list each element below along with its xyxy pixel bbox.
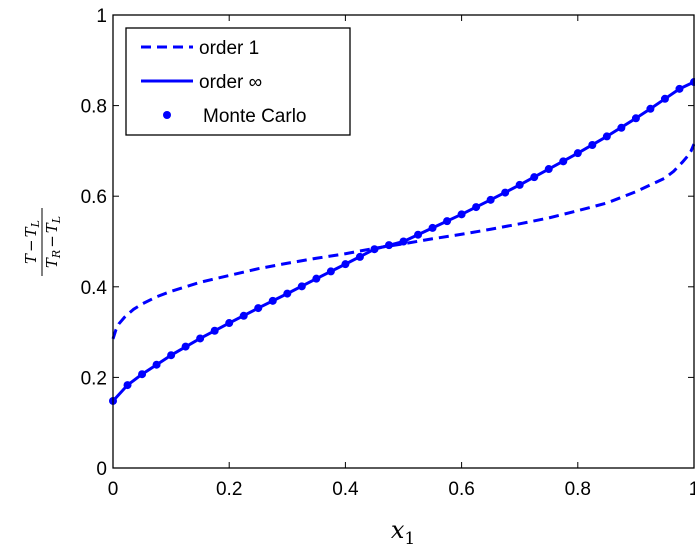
y-label-numerator: T−TL xyxy=(22,220,42,264)
series-point-monte-carlo xyxy=(646,104,655,113)
series-point-monte-carlo xyxy=(530,173,539,182)
series-point-monte-carlo xyxy=(210,326,219,335)
x-tick-label: 1 xyxy=(689,479,695,500)
legend-item-order-1: order 1 xyxy=(141,38,259,59)
series-point-monte-carlo xyxy=(283,289,292,298)
y-tick-label: 1 xyxy=(96,6,107,27)
y-tick-label: 0.2 xyxy=(81,368,107,389)
x-tick-label: 0.6 xyxy=(448,479,474,500)
series-point-monte-carlo xyxy=(472,203,481,212)
x-tick-label: 0.2 xyxy=(216,479,242,500)
series-point-monte-carlo xyxy=(355,252,364,261)
series-point-monte-carlo xyxy=(486,195,495,204)
series-point-monte-carlo xyxy=(268,296,277,305)
series-point-monte-carlo xyxy=(326,267,335,276)
series-point-monte-carlo xyxy=(457,210,466,219)
tick-layer: 0 0.2 0.4 0.6 0.8 1 0 0.2 0.4 0.6 0.8 1 xyxy=(81,6,695,500)
series-point-monte-carlo xyxy=(341,260,350,269)
series-point-monte-carlo xyxy=(414,230,423,239)
y-label-denominator: TR−TL xyxy=(43,216,63,268)
series-point-monte-carlo xyxy=(239,311,248,320)
series-point-monte-carlo xyxy=(675,84,684,93)
legend-label-order-inf: order ∞ xyxy=(199,72,262,93)
series-point-monte-carlo xyxy=(138,370,147,379)
series-point-monte-carlo xyxy=(617,123,626,132)
series-point-monte-carlo xyxy=(123,381,132,390)
series-point-monte-carlo xyxy=(428,223,437,232)
series-point-monte-carlo xyxy=(254,304,263,313)
legend: order 1 order ∞ Monte Carlo xyxy=(125,27,351,136)
series-point-monte-carlo xyxy=(167,351,176,360)
series-point-monte-carlo xyxy=(312,274,321,283)
legend-label-monte-carlo: Monte Carlo xyxy=(203,106,307,127)
x-tick-label: 0.4 xyxy=(332,479,359,500)
series-point-monte-carlo xyxy=(384,241,393,250)
series-point-monte-carlo xyxy=(181,342,190,351)
series-point-monte-carlo xyxy=(297,282,306,291)
series-point-monte-carlo xyxy=(631,114,640,123)
y-tick-label: 0.8 xyxy=(81,97,107,118)
series-layer xyxy=(109,78,695,405)
y-tick-label: 0.4 xyxy=(81,278,108,299)
x-tick-label: 0 xyxy=(108,479,119,500)
axes-box xyxy=(112,14,695,469)
series-point-monte-carlo xyxy=(443,217,452,226)
legend-item-monte-carlo: Monte Carlo xyxy=(163,106,307,127)
series-point-monte-carlo xyxy=(501,188,510,197)
y-tick-label: 0.6 xyxy=(81,187,107,208)
legend-label-order-1: order 1 xyxy=(199,38,259,59)
series-point-monte-carlo xyxy=(225,319,234,328)
y-axis-label: T−TL TR−TL xyxy=(22,208,63,276)
series-point-monte-carlo xyxy=(559,157,568,166)
series-point-monte-carlo xyxy=(196,334,205,343)
series-point-monte-carlo xyxy=(370,245,379,254)
series-point-monte-carlo xyxy=(602,132,611,141)
series-point-monte-carlo xyxy=(515,180,524,189)
series-point-monte-carlo xyxy=(544,165,553,174)
series-point-monte-carlo xyxy=(573,149,582,158)
series-point-monte-carlo xyxy=(660,94,669,103)
series-point-monte-carlo xyxy=(152,360,161,369)
x-tick-label: 0.8 xyxy=(565,479,591,500)
series-point-monte-carlo xyxy=(399,237,408,246)
y-tick-label: 0 xyxy=(96,459,107,480)
legend-item-order-inf: order ∞ xyxy=(141,72,262,93)
series-point-monte-carlo xyxy=(588,141,597,150)
x-axis-label: x1 xyxy=(391,516,415,549)
legend-swatch-marker xyxy=(163,111,171,119)
